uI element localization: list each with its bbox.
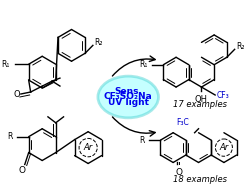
Text: R: R — [8, 132, 13, 141]
Text: CF₃SO₂Na: CF₃SO₂Na — [104, 92, 152, 101]
Text: O: O — [18, 166, 25, 175]
Text: CF₃: CF₃ — [217, 91, 230, 101]
Ellipse shape — [98, 76, 159, 118]
Text: Sens.: Sens. — [114, 87, 142, 96]
Text: UV light: UV light — [108, 98, 149, 107]
Text: R₁: R₁ — [139, 60, 148, 69]
Text: Ar: Ar — [83, 143, 93, 152]
Text: R₂: R₂ — [94, 38, 102, 47]
Text: O: O — [175, 168, 182, 177]
Text: R₂: R₂ — [237, 42, 245, 51]
Text: OH: OH — [195, 95, 208, 104]
Text: O: O — [14, 91, 20, 99]
Text: R: R — [139, 136, 145, 145]
Text: F₃C: F₃C — [176, 118, 189, 127]
Text: Ar: Ar — [219, 143, 229, 152]
Text: R₁: R₁ — [2, 60, 10, 69]
Text: 18 examples: 18 examples — [173, 175, 228, 184]
Text: 17 examples: 17 examples — [173, 100, 228, 109]
